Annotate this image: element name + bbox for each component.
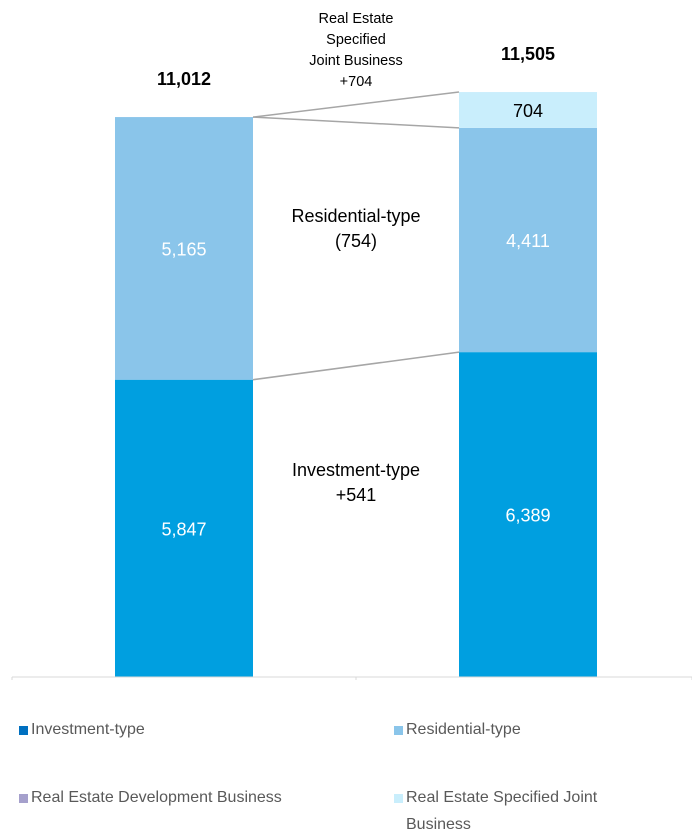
annotation-jv-line-2: Specified [326,32,386,48]
legend-item-residential-type: Residential-type [394,721,521,743]
legend-swatch-investment-type [19,726,28,735]
connector-line-investment [252,351,460,381]
data-label-residential-type-2: 4,411 [506,231,550,251]
data-label-investment-type-2: 6,389 [505,506,550,526]
bar-residential-type-1 [115,117,253,380]
legend-item-investment-type: Investment-type [19,721,145,743]
total-label-1: 11,012 [157,69,211,89]
bar-investment-type-1 [115,379,253,677]
annotation-res-line-2: (754) [335,231,377,251]
annotation-jv-line-1: Real Estate [319,11,394,27]
annotation-inv-line-1: Investment-type [292,460,420,480]
legend-swatch-real-estate-specified-joint-business [394,794,403,803]
legend-swatch-real-estate-development-business [19,794,28,803]
legend-label-residential-type: Residential-type [406,721,521,738]
connector-line-residential [252,116,460,129]
bar-real-estate-specified-joint-business-2 [459,92,597,128]
legend-label-real-estate-specified-joint-business: Real Estate Specified Joint Business [406,789,598,833]
legend-label-investment-type: Investment-type [31,721,145,738]
annotation-inv-line-2: +541 [336,485,377,505]
legend-label-real-estate-development-business: Real Estate Development Business [31,789,282,806]
data-label-investment-type-1: 5,847 [161,519,206,539]
bar-investment-type-2 [459,352,597,677]
annotation-jv-line-4: +704 [340,74,373,90]
annotation-jv-line-3: Joint Business [309,53,403,69]
bar-residential-type-2 [459,127,597,353]
legend-item-real-estate-development-business: Real Estate Development Business [19,789,282,811]
data-label-real-estate-specified-joint-business-2: 704 [513,101,543,121]
annotation-res-line-1: Residential-type [291,206,420,226]
connector-line-joint-business [252,91,460,118]
stacked-bar-chart: 5,847 5,165 11,012 6,389 4,411 704 11,505 Real … [11,11,692,680]
legend-item-real-estate-specified-joint-business: Real Estate Specified Joint Business [394,789,634,838]
legend-swatch-residential-type [394,726,403,735]
total-label-2: 11,505 [501,44,555,64]
data-label-residential-type-1: 5,165 [161,239,206,259]
